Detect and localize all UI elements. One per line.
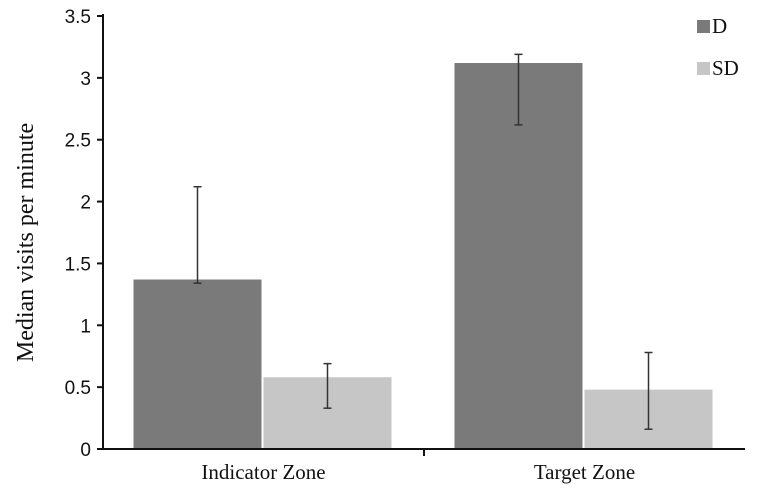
error-bars [193, 53, 653, 430]
bar-d-1 [454, 63, 583, 450]
legend-label-sd: SD [712, 56, 739, 80]
x-category-label: Target Zone [534, 460, 635, 484]
y-tick-label: 0.5 [65, 378, 91, 399]
y-tick-label: 2 [80, 193, 91, 214]
y-tick-label: 3.5 [65, 7, 91, 28]
legend-swatch-sd [697, 62, 710, 75]
legend: D SD [697, 14, 739, 80]
bar-d-0 [133, 279, 262, 449]
y-tick-label: 0 [80, 440, 91, 461]
legend-swatch-d [697, 20, 710, 33]
y-axis-title: Median visits per minute [13, 123, 39, 362]
bars [133, 63, 713, 450]
x-axis-categories: Indicator Zone Target Zone [201, 449, 635, 484]
y-tick-label: 2.5 [65, 131, 91, 152]
x-category-label: Indicator Zone [201, 460, 325, 484]
y-tick-label: 1.5 [65, 254, 91, 275]
legend-label-d: D [712, 14, 727, 38]
y-axis-ticks: 0 0.5 1 1.5 2 2.5 3 3.5 [65, 7, 103, 461]
y-tick-label: 1 [80, 316, 91, 337]
y-tick-label: 3 [80, 69, 91, 90]
